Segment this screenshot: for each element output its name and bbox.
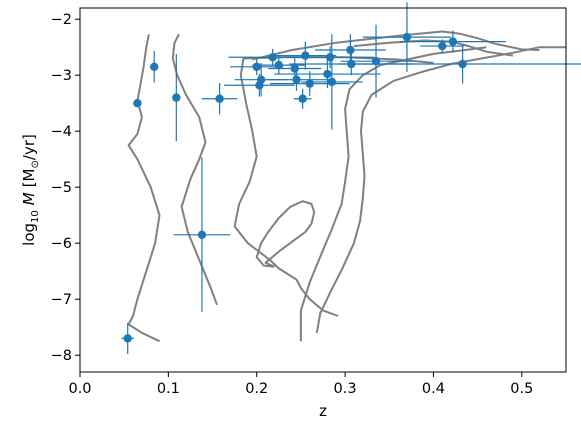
data-point — [325, 53, 335, 62]
data-point — [346, 45, 355, 55]
data-point — [323, 69, 332, 79]
x-tick-label: 0.4 — [422, 381, 445, 397]
data-point — [150, 62, 159, 71]
data-point — [197, 230, 207, 239]
contour-lines — [127, 30, 566, 343]
y-tick-label: −6 — [51, 236, 72, 252]
y-label-units-tail: /yr] — [20, 134, 38, 160]
data-point — [448, 37, 458, 46]
data-point — [298, 94, 307, 103]
data-point — [305, 79, 314, 88]
contour-line-1 — [127, 34, 161, 343]
y-tick-label: −2 — [51, 12, 72, 28]
data-point — [438, 41, 447, 51]
contour-line-5 — [299, 46, 487, 342]
y-tick-label: −5 — [51, 180, 72, 196]
y-tick-label: −3 — [51, 68, 72, 84]
data-point — [252, 62, 261, 71]
x-tick-label: 0.5 — [510, 381, 533, 397]
data-points — [123, 32, 467, 343]
data-point — [172, 93, 181, 102]
data-point — [458, 59, 467, 69]
contour-line-2 — [171, 33, 218, 306]
contour-line-6 — [315, 46, 566, 333]
data-point — [133, 99, 142, 108]
x-axis-ticks: 0.0 0.1 0.2 0.3 0.4 0.5 — [68, 372, 533, 397]
data-point — [290, 64, 299, 73]
data-point — [274, 60, 284, 70]
y-tick-label: −7 — [51, 292, 72, 308]
x-axis-label: z — [319, 402, 327, 420]
x-tick-label: 0.0 — [68, 381, 91, 397]
data-point — [371, 57, 381, 66]
y-axis-ticks: −8 −7 −6 −5 −4 −3 −2 — [51, 12, 80, 364]
data-point — [215, 94, 224, 103]
data-point — [301, 51, 310, 60]
y-label-log-sub: 10 — [30, 210, 41, 223]
data-point — [256, 75, 266, 84]
data-point — [347, 59, 356, 69]
y-tick-label: −4 — [51, 124, 72, 140]
y-tick-label: −8 — [51, 348, 72, 364]
y-label-units: [M — [20, 168, 38, 187]
plot-frame — [79, 7, 567, 373]
y-axis-label: log10 M [M⊙/yr] — [20, 134, 41, 246]
y-label-units-sub: ⊙ — [30, 160, 41, 168]
data-point — [292, 75, 301, 84]
data-point — [402, 32, 412, 42]
y-label-mdot: M — [20, 192, 38, 205]
x-tick-label: 0.3 — [334, 381, 357, 397]
contour-line-3 — [255, 200, 316, 268]
x-tick-label: 0.1 — [157, 381, 180, 397]
y-label-log: log — [20, 223, 38, 246]
x-tick-label: 0.2 — [245, 381, 268, 397]
data-point — [268, 53, 277, 62]
data-point — [327, 77, 337, 87]
contour-line-7 — [252, 30, 540, 61]
data-point — [123, 334, 132, 343]
